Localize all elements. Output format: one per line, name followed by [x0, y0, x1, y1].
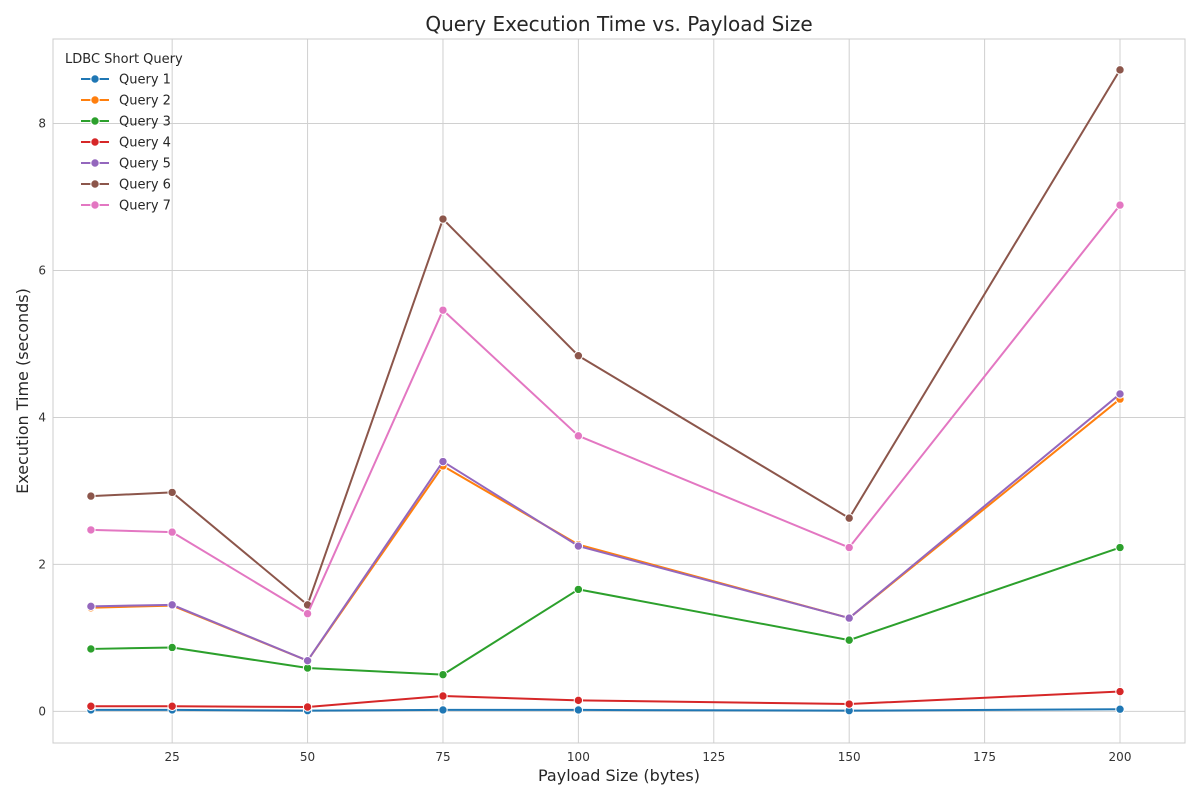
- data-point-query-5: [302, 655, 313, 666]
- data-point-query-7: [844, 542, 854, 553]
- data-point-query-3: [438, 669, 448, 680]
- data-point-query-7: [302, 608, 313, 619]
- legend-item-query-6: Query 6: [81, 178, 171, 193]
- legend-swatch-marker: [90, 95, 100, 105]
- legend-label: Query 5: [119, 157, 171, 172]
- series-query-7: [86, 200, 1125, 619]
- legend-swatch-marker: [90, 116, 100, 126]
- series-query-6: [86, 65, 1125, 610]
- data-point-query-5: [167, 600, 177, 610]
- plot-frame: [52, 38, 1186, 744]
- series-query-5: [86, 389, 1125, 666]
- series-line-query-1: [90, 708, 1121, 712]
- legend-label: Query 2: [119, 94, 171, 109]
- legend-title: LDBC Short Query: [65, 52, 183, 67]
- data-point-query-7: [438, 305, 448, 315]
- x-tick-label: 50: [300, 750, 315, 764]
- tick-labels: 25 50 75 100 125 150 175 200 0 2 4 6 8: [38, 117, 1131, 764]
- legend-swatch-marker: [90, 200, 100, 210]
- legend-item-query-7: Query 7: [81, 199, 171, 214]
- data-point-query-5: [438, 456, 448, 467]
- data-point-query-4: [86, 701, 96, 711]
- data-point-query-6: [844, 513, 854, 523]
- series-query-3: [86, 542, 1125, 680]
- data-point-query-6: [167, 487, 177, 498]
- data-point-query-4: [302, 702, 313, 712]
- y-tick-label: 2: [38, 557, 46, 571]
- series-line-query-4: [90, 690, 1121, 708]
- data-point-query-1: [438, 705, 448, 715]
- legend-label: Query 6: [119, 178, 171, 193]
- data-point-query-4: [844, 699, 854, 709]
- series-query-2: [86, 394, 1125, 666]
- data-point-query-6: [573, 351, 584, 361]
- y-tick-label: 8: [38, 117, 46, 131]
- legend-swatch-marker: [90, 179, 100, 189]
- chart-title: Query Execution Time vs. Payload Size: [425, 12, 812, 36]
- data-point-query-6: [438, 214, 448, 224]
- legend-item-query-2: Query 2: [81, 94, 171, 109]
- x-tick-label: 200: [1109, 750, 1132, 764]
- data-point-query-3: [167, 642, 177, 653]
- data-point-query-7: [167, 527, 177, 537]
- x-tick-label: 100: [567, 750, 590, 764]
- data-point-query-6: [1115, 65, 1125, 75]
- legend-swatch-marker: [90, 137, 100, 147]
- legend-item-query-1: Query 1: [81, 73, 171, 88]
- data-point-query-7: [573, 431, 584, 441]
- y-tick-label: 6: [38, 263, 46, 277]
- data-point-query-4: [438, 691, 448, 701]
- data-point-query-6: [86, 491, 96, 501]
- data-point-query-7: [86, 525, 96, 535]
- legend-swatch-marker: [90, 74, 100, 84]
- legend-label: Query 1: [119, 73, 171, 88]
- series-query-4: [86, 686, 1125, 712]
- grid: [53, 39, 1185, 743]
- legend-label: Query 4: [119, 136, 171, 151]
- series-line-query-2: [90, 398, 1121, 662]
- x-axis-label: Payload Size (bytes): [538, 766, 700, 785]
- x-tick-label: 75: [435, 750, 450, 764]
- data-point-query-4: [1115, 686, 1125, 697]
- series-line-query-3: [90, 546, 1121, 676]
- x-tick-label: 175: [973, 750, 996, 764]
- legend-item-query-3: Query 3: [81, 115, 171, 130]
- legend-label: Query 7: [119, 199, 171, 214]
- data-point-query-1: [573, 705, 584, 715]
- data-point-query-4: [167, 701, 177, 711]
- data-point-query-4: [573, 695, 584, 706]
- legend-label: Query 3: [119, 115, 171, 130]
- data-point-query-7: [1115, 200, 1125, 210]
- data-point-query-5: [1115, 389, 1125, 399]
- series-line-query-5: [90, 393, 1121, 662]
- y-tick-label: 4: [38, 410, 46, 424]
- x-tick-label: 125: [702, 750, 725, 764]
- series-layer: [86, 65, 1125, 716]
- y-axis-label: Execution Time (seconds): [13, 288, 32, 494]
- y-tick-label: 0: [38, 704, 46, 718]
- legend-items: Query 1 Query 2 Query 3 Query 4 Query 5 Query…: [81, 73, 171, 214]
- data-point-query-3: [1115, 542, 1125, 553]
- data-point-query-3: [573, 584, 584, 595]
- legend-swatch-marker: [90, 158, 100, 168]
- legend-item-query-4: Query 4: [81, 136, 171, 151]
- x-tick-label: 25: [165, 750, 180, 764]
- data-point-query-5: [573, 541, 584, 551]
- x-tick-label: 150: [838, 750, 861, 764]
- data-point-query-3: [86, 644, 96, 654]
- legend-item-query-5: Query 5: [81, 157, 171, 172]
- data-point-query-5: [844, 613, 854, 623]
- data-point-query-3: [844, 635, 854, 645]
- data-point-query-1: [1115, 704, 1125, 714]
- data-point-query-5: [86, 601, 96, 612]
